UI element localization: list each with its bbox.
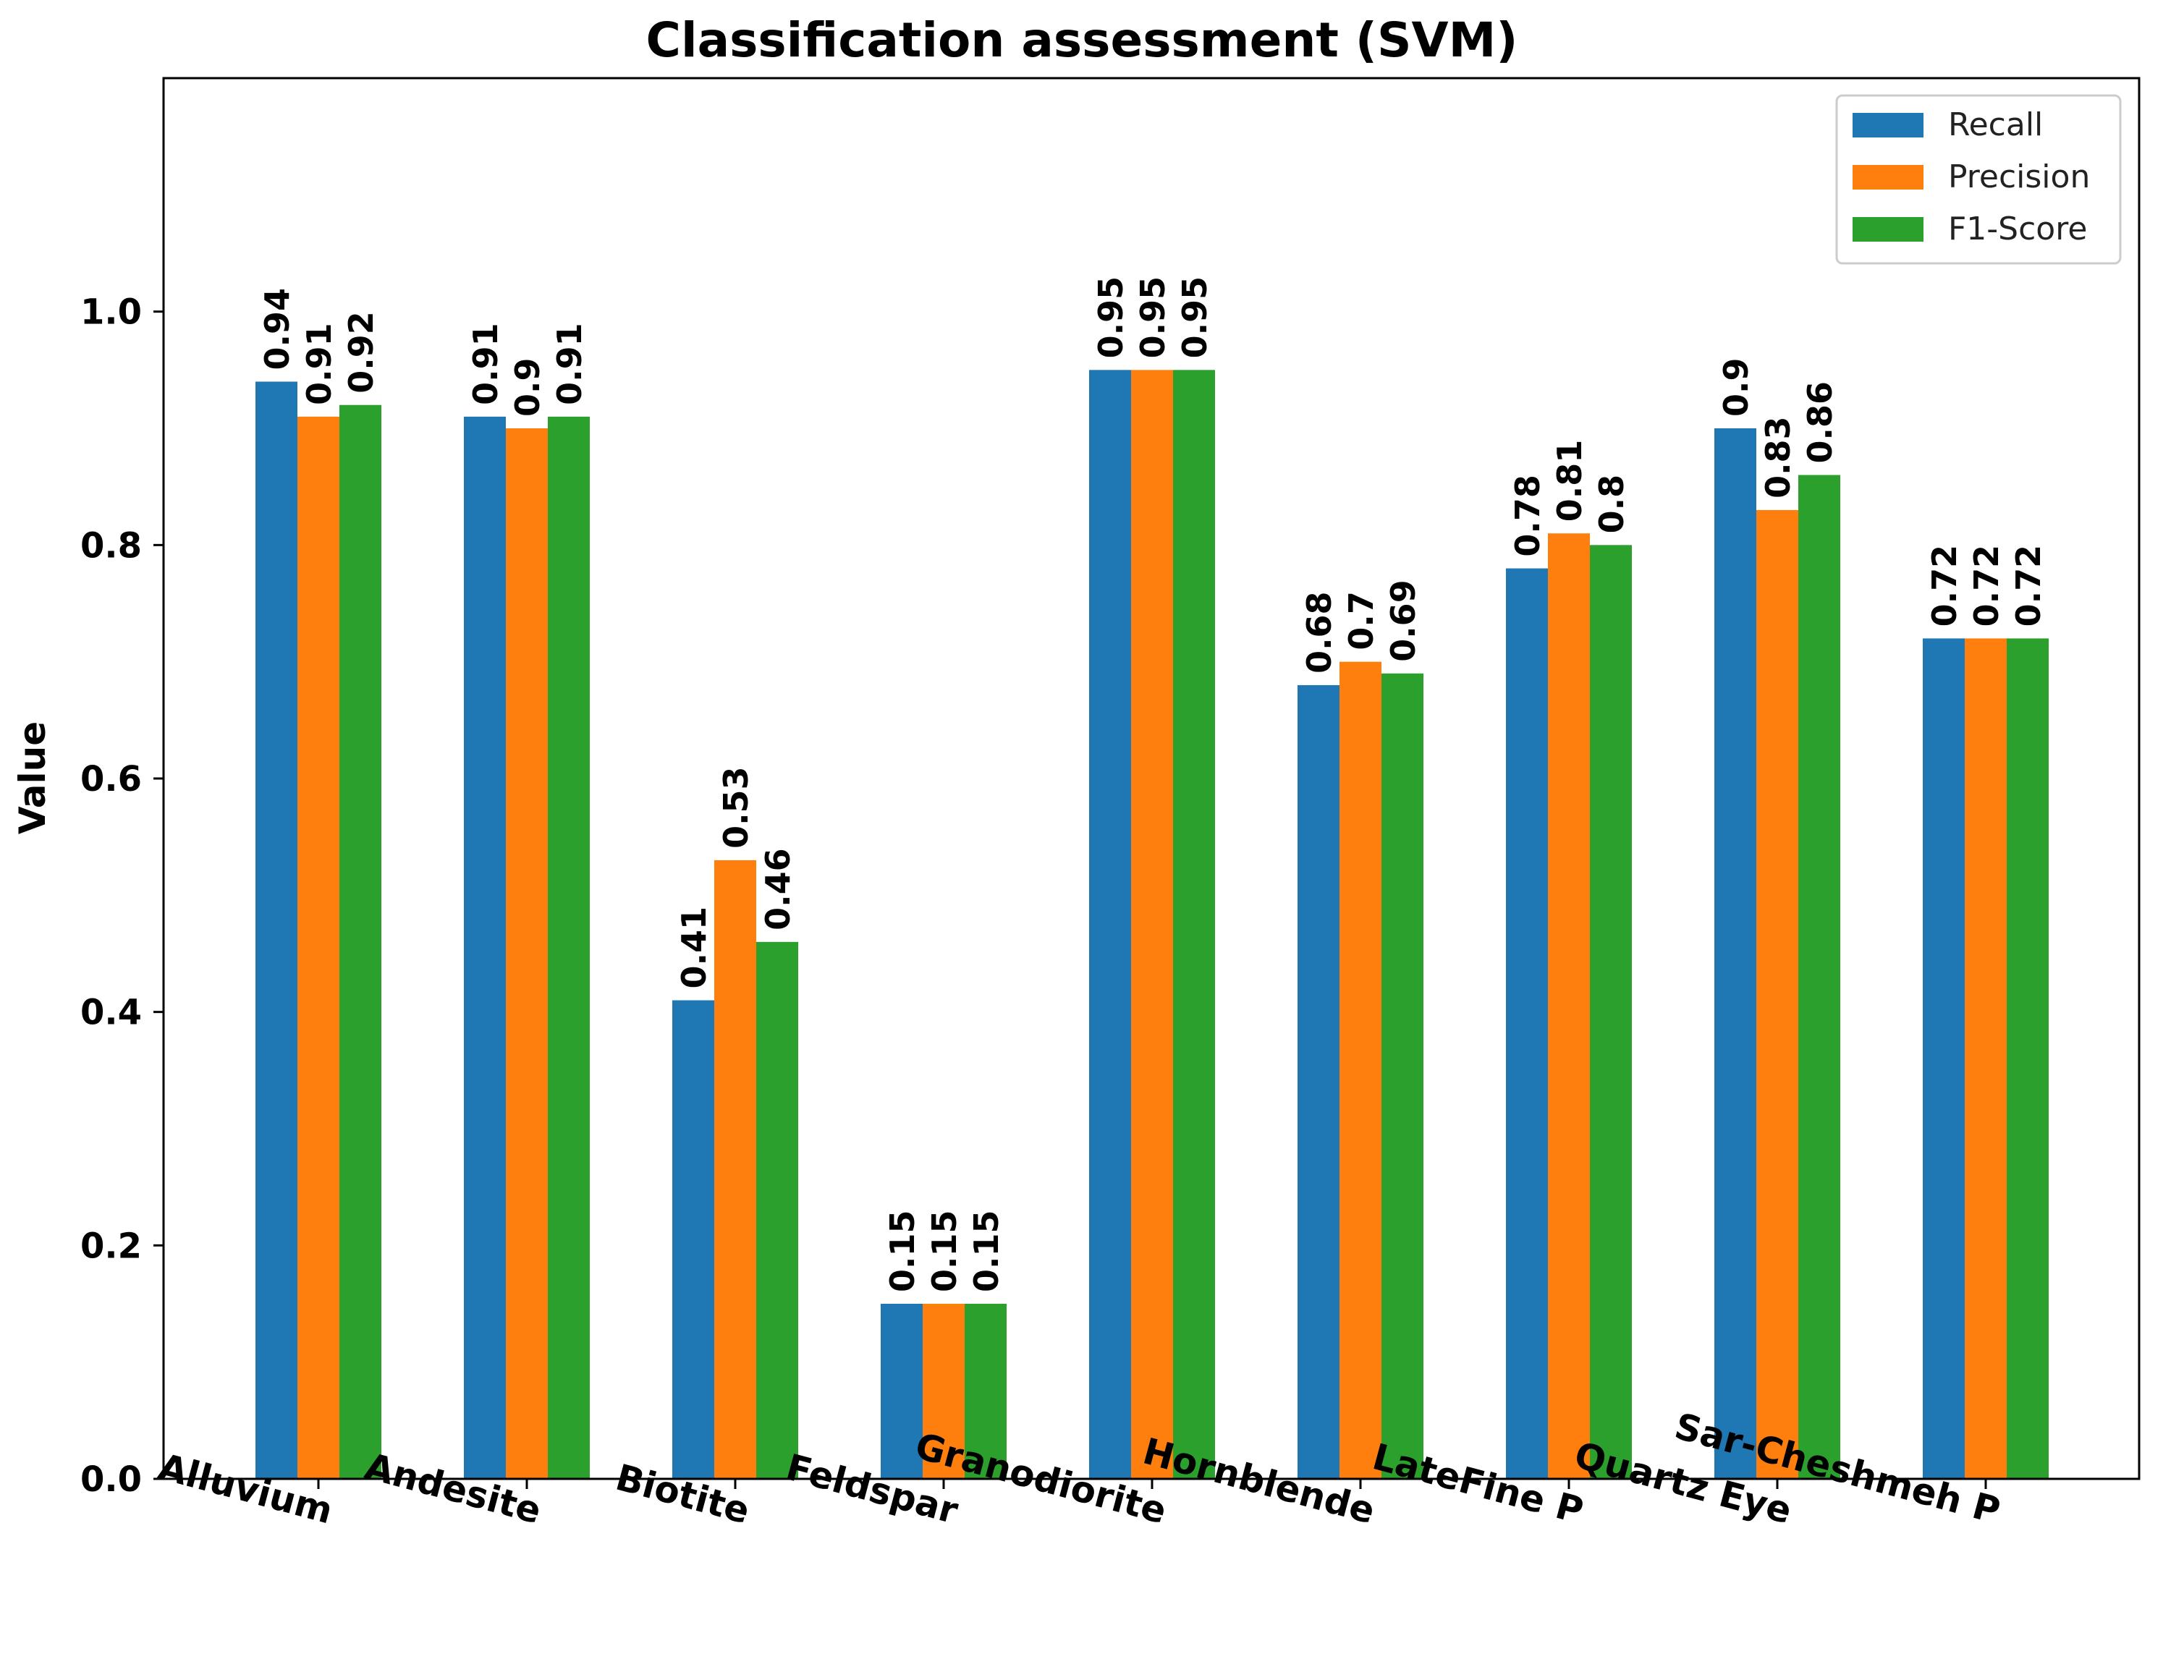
bar-biotite-precision — [714, 860, 756, 1479]
bar-quartz-eye-f1-score — [1798, 475, 1840, 1479]
legend-entries: Recall Precision F1-Score — [1853, 106, 2090, 247]
value-label-quartz-eye-recall: 0.9 — [1717, 358, 1756, 417]
bar-granodiorite-f1-score — [1173, 370, 1215, 1479]
bar-hornblende-precision — [1339, 661, 1381, 1479]
value-label-granodiorite-precision: 0.95 — [1133, 276, 1172, 359]
value-label-andesite-recall: 0.91 — [466, 323, 505, 405]
bar-sar-cheshmeh-p-recall — [1923, 638, 1965, 1479]
value-label-biotite-f1-score: 0.46 — [758, 848, 797, 930]
value-label-granodiorite-f1-score: 0.95 — [1175, 276, 1214, 359]
value-label-latefine-p-precision: 0.81 — [1550, 440, 1589, 522]
bar-alluvium-recall — [255, 381, 297, 1479]
value-label-feldspar-f1-score: 0.15 — [967, 1210, 1006, 1293]
bar-latefine-p-precision — [1548, 533, 1590, 1480]
value-label-hornblende-f1-score: 0.69 — [1384, 580, 1423, 662]
value-label-latefine-p-recall: 0.78 — [1508, 475, 1547, 557]
value-label-alluvium-f1-score: 0.92 — [342, 311, 381, 394]
bar-latefine-p-recall — [1506, 568, 1548, 1479]
y-tick-label: 0.2 — [80, 1226, 142, 1266]
value-label-alluvium-recall: 0.94 — [258, 288, 297, 370]
legend-label-recall: Recall — [1948, 106, 2043, 143]
value-label-andesite-precision: 0.9 — [508, 358, 547, 417]
value-label-sar-cheshmeh-p-f1-score: 0.72 — [2009, 545, 2048, 627]
legend-swatch-f1-score — [1853, 217, 1923, 242]
y-ticks-layer: 0.0 0.2 0.4 0.6 0.8 1.0 — [80, 292, 164, 1500]
value-label-quartz-eye-f1-score: 0.86 — [1800, 381, 1840, 464]
value-label-alluvium-precision: 0.91 — [300, 323, 339, 405]
legend-label-precision: Precision — [1948, 158, 2090, 195]
value-label-sar-cheshmeh-p-precision: 0.72 — [1967, 545, 2006, 627]
value-label-sar-cheshmeh-p-recall: 0.72 — [1925, 545, 1964, 627]
bar-feldspar-precision — [923, 1304, 965, 1479]
bar-quartz-eye-precision — [1756, 509, 1798, 1479]
bar-biotite-f1-score — [756, 941, 798, 1479]
y-tick-label: 1.0 — [80, 292, 142, 333]
y-tick-label: 0.6 — [80, 759, 142, 799]
value-label-andesite-f1-score: 0.91 — [550, 323, 589, 405]
value-label-feldspar-precision: 0.15 — [925, 1210, 964, 1293]
bar-feldspar-f1-score — [965, 1304, 1007, 1479]
bar-hornblende-recall — [1298, 684, 1339, 1479]
value-label-hornblende-recall: 0.68 — [1300, 591, 1339, 674]
y-tick-label: 0.4 — [80, 993, 142, 1033]
bar-sar-cheshmeh-p-f1-score — [2007, 638, 2049, 1479]
bar-hornblende-f1-score — [1381, 673, 1423, 1479]
legend: Recall Precision F1-Score — [1835, 94, 2122, 265]
chart-title: Classification assessment (SVM) — [646, 12, 1518, 68]
value-label-feldspar-recall: 0.15 — [883, 1210, 922, 1293]
bar-andesite-f1-score — [548, 416, 590, 1479]
value-label-hornblende-precision: 0.7 — [1342, 591, 1381, 650]
y-tick-label: 0.8 — [80, 525, 142, 566]
legend-swatch-precision — [1853, 165, 1923, 190]
bar-alluvium-precision — [297, 416, 339, 1479]
value-label-biotite-recall: 0.41 — [674, 907, 714, 989]
value-label-latefine-p-f1-score: 0.8 — [1592, 475, 1631, 534]
y-tick-label: 0.0 — [80, 1459, 142, 1500]
bar-andesite-precision — [506, 428, 548, 1479]
bar-latefine-p-f1-score — [1590, 545, 1632, 1480]
value-label-biotite-precision: 0.53 — [716, 766, 755, 849]
bar-alluvium-f1-score — [339, 404, 381, 1479]
bar-andesite-recall — [464, 416, 506, 1479]
bar-granodiorite-precision — [1131, 370, 1173, 1479]
value-label-granodiorite-recall: 0.95 — [1091, 276, 1130, 359]
value-label-quartz-eye-precision: 0.83 — [1758, 416, 1798, 499]
bar-feldspar-recall — [881, 1304, 923, 1479]
legend-label-f1-score: F1-Score — [1948, 211, 2087, 247]
bars-layer — [255, 370, 2049, 1480]
bar-granodiorite-recall — [1089, 370, 1131, 1479]
bar-biotite-recall — [672, 1000, 714, 1479]
bar-quartz-eye-recall — [1714, 428, 1756, 1479]
legend-swatch-recall — [1853, 113, 1923, 137]
value-labels-layer: 0.94 0.91 0.92 0.91 0.9 0.910.410.530.460.15 0… — [258, 276, 2048, 1292]
y-axis-label: Value — [12, 721, 54, 834]
bar-sar-cheshmeh-p-precision — [1965, 638, 2007, 1479]
